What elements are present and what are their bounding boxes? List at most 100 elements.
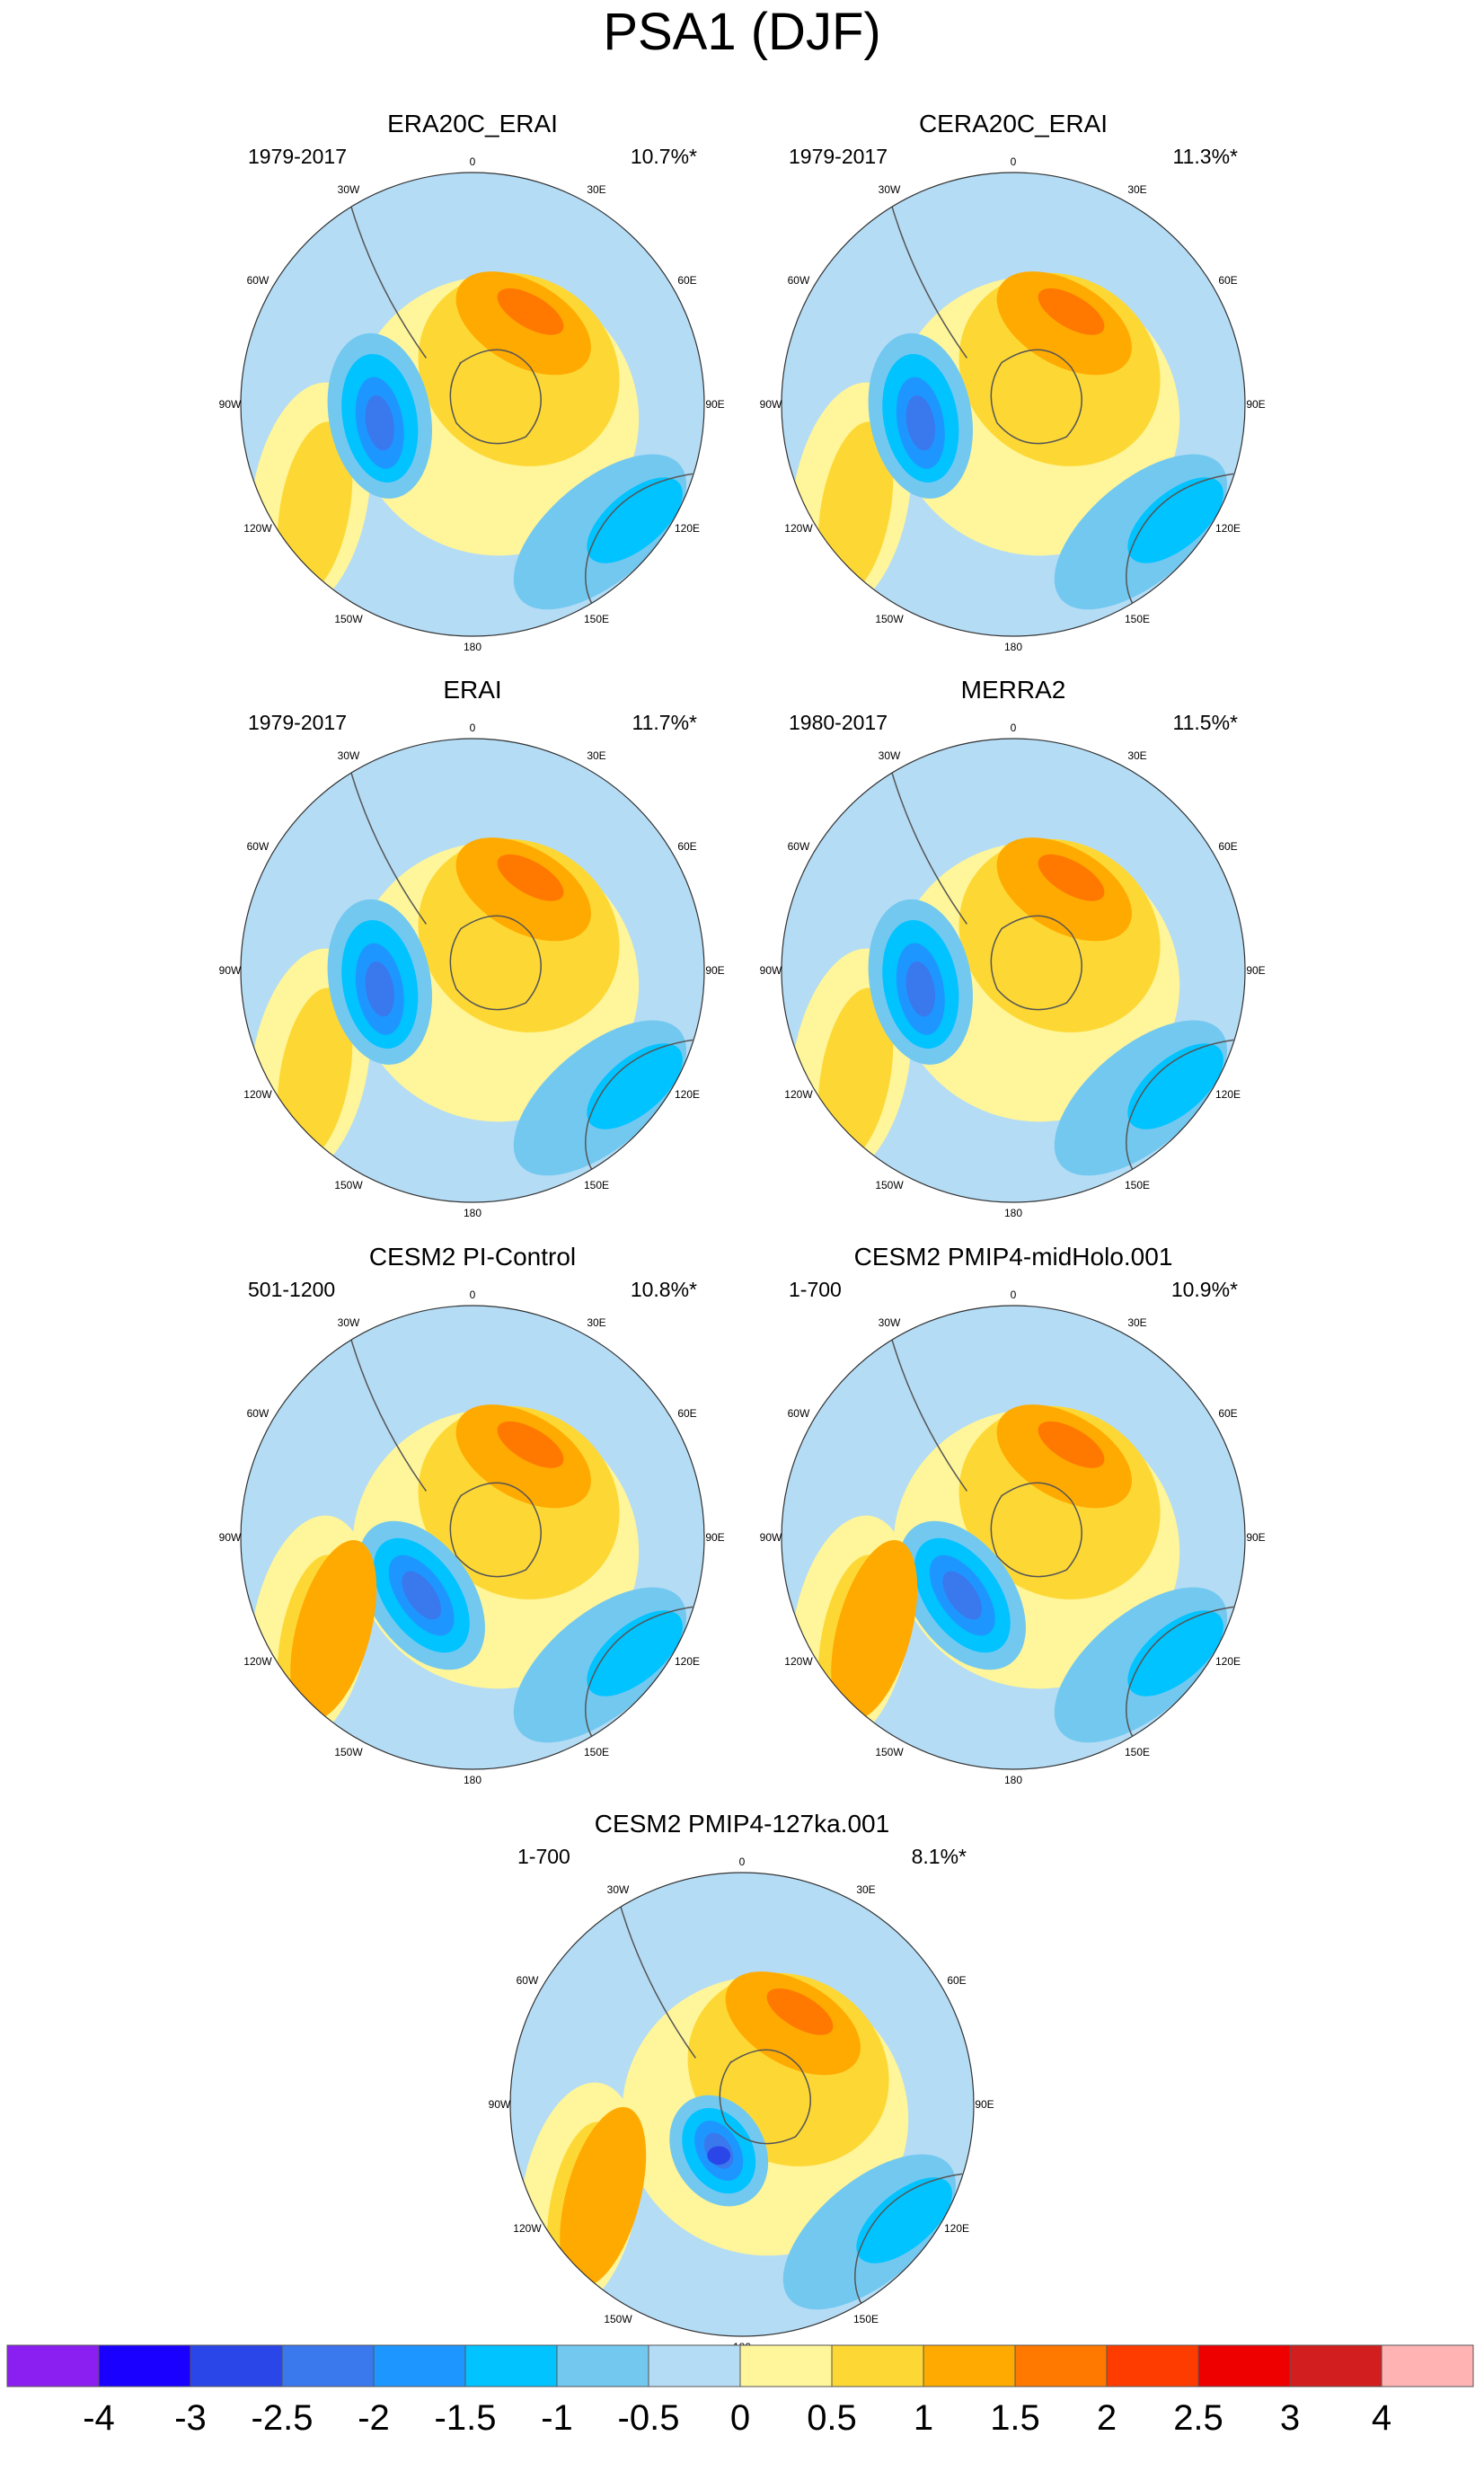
- panel-variance: 10.8%*: [631, 1278, 697, 1301]
- longitude-label: 180: [464, 641, 481, 653]
- longitude-label: 60E: [677, 274, 696, 287]
- panel-title: ERAI: [443, 676, 501, 704]
- panel-title: CERA20C_ERAI: [919, 110, 1108, 137]
- antarctica-outline: [990, 1482, 1082, 1578]
- longitude-label: 60E: [947, 1974, 966, 1987]
- longitude-label: 30W: [607, 1883, 630, 1896]
- contour-field: [782, 173, 1245, 636]
- panel-variance: 10.9%*: [1171, 1278, 1238, 1301]
- panel-period: 501-1200: [248, 1278, 335, 1301]
- longitude-label: 150W: [334, 1179, 363, 1191]
- longitude-label: 60W: [788, 840, 810, 853]
- longitude-label: 0: [470, 155, 476, 168]
- colorbar-swatch: [1106, 2344, 1199, 2387]
- longitude-label: 90E: [1246, 964, 1265, 977]
- longitude-label: 150W: [875, 613, 904, 625]
- contour-level: [277, 988, 353, 1162]
- panel-variance: 11.5%*: [1173, 711, 1239, 734]
- contour-level: [1038, 854, 1105, 901]
- panel-title: MERRA2: [961, 676, 1066, 704]
- colorbar-label: 3: [1280, 2398, 1300, 2438]
- map-frame: [240, 738, 705, 1203]
- map-panel: 0 30E 60E 90E 120E 150E 180 150W 120W 90W 60W 30W ME…: [760, 676, 1266, 1219]
- contour-level: [817, 988, 894, 1162]
- longitude-label: 30W: [879, 749, 901, 762]
- longitude-label: 30E: [1127, 1316, 1146, 1329]
- colorbar-swatch: [98, 2344, 191, 2387]
- longitude-label: 0: [470, 1289, 476, 1301]
- panel-title: CESM2 PMIP4-127ka.001: [595, 1810, 889, 1838]
- longitude-label: 90W: [489, 2098, 511, 2111]
- longitude-label: 120E: [675, 522, 700, 535]
- colorbar-label: -2.5: [252, 2398, 314, 2438]
- longitude-label: 60E: [677, 840, 696, 853]
- longitude-label: 30E: [1127, 183, 1146, 196]
- longitude-label: 150W: [604, 2313, 632, 2325]
- longitude-label: 0: [1011, 722, 1017, 734]
- colorbar-label: -0.5: [618, 2398, 680, 2438]
- map-panel: 0 30E 60E 90E 120E 150E 180 150W 120W 90W 60W 30W CE…: [760, 1243, 1266, 1786]
- contour-level: [402, 1571, 442, 1620]
- contour-level: [560, 2106, 647, 2288]
- longitude-label: 0: [739, 1856, 746, 1868]
- longitude-label: 180: [1004, 641, 1022, 653]
- panel-variance: 11.7%*: [632, 711, 698, 734]
- panel-period: 1-700: [789, 1278, 842, 1301]
- contour-level: [497, 288, 564, 335]
- longitude-label: 120W: [243, 1088, 272, 1101]
- colorbar-swatch: [464, 2344, 558, 2387]
- map-panel: 0 30E 60E 90E 120E 150E 180 150W 120W 90W 60W 30W CE…: [219, 1243, 725, 1786]
- panel-period: 1-700: [517, 1845, 570, 1868]
- longitude-label: 120E: [1215, 1088, 1241, 1101]
- contour-level: [1127, 477, 1223, 563]
- contour-level: [1127, 1043, 1223, 1129]
- panel-period: 1979-2017: [248, 711, 347, 734]
- longitude-label: 150W: [334, 1746, 363, 1758]
- map-panel: 0 30E 60E 90E 120E 150E 180 150W 120W 90W 60W 30W ER…: [219, 110, 725, 653]
- longitude-label: 150E: [584, 1179, 609, 1191]
- longitude-label: 30E: [587, 1316, 605, 1329]
- antarctica-outline: [449, 1482, 542, 1578]
- longitude-label: 120W: [784, 1088, 813, 1101]
- longitude-label: 60W: [517, 1974, 539, 1987]
- longitude-label: 150W: [334, 613, 363, 625]
- colorbar-label: 4: [1372, 2398, 1391, 2438]
- colorbar-swatch: [6, 2344, 100, 2387]
- longitude-label: 150W: [875, 1746, 904, 1758]
- panel-period: 1979-2017: [789, 145, 888, 168]
- contour-level: [497, 854, 564, 901]
- contour-field: [782, 739, 1245, 1202]
- colorbar-swatch: [281, 2344, 375, 2387]
- longitude-label: 30E: [1127, 749, 1146, 762]
- colorbar-swatch: [373, 2344, 466, 2387]
- longitude-label: 30E: [856, 1883, 875, 1896]
- longitude-label: 0: [1011, 1289, 1017, 1301]
- contour-level: [587, 1043, 683, 1129]
- contour-level: [290, 1539, 377, 1721]
- longitude-label: 90E: [705, 964, 724, 977]
- colorbar-swatch: [739, 2344, 833, 2387]
- antarctica-outline: [449, 915, 542, 1011]
- longitude-label: 90E: [975, 2098, 994, 2111]
- map-panels: 0 30E 60E 90E 120E 150E 180 150W 120W 90W 60W 30W ER…: [219, 110, 1266, 2353]
- contour-level: [817, 421, 894, 596]
- colorbar-label: 1: [914, 2398, 933, 2438]
- longitude-label: 180: [1004, 1774, 1022, 1786]
- longitude-label: 180: [464, 1774, 481, 1786]
- longitude-label: 0: [1011, 155, 1017, 168]
- longitude-label: 120E: [1215, 522, 1241, 535]
- longitude-label: 90E: [705, 398, 724, 411]
- panel-variance: 8.1%*: [912, 1845, 967, 1868]
- contour-level: [587, 477, 683, 563]
- longitude-label: 30W: [879, 1316, 901, 1329]
- longitude-label: 30W: [879, 183, 901, 196]
- panel-title: CESM2 PMIP4-midHolo.001: [854, 1243, 1173, 1271]
- longitude-label: 120W: [784, 1655, 813, 1668]
- longitude-label: 90W: [760, 398, 782, 411]
- panel-title: CESM2 PI-Control: [369, 1243, 576, 1271]
- map-frame: [240, 1305, 705, 1770]
- colorbar-swatch: [1289, 2344, 1382, 2387]
- contour-level: [365, 395, 394, 451]
- colorbar: -4 -3 -2.5 -2 -1.5 -1 -0.5 0 0.5 1 1.5 2 2.5 3 4: [6, 2344, 1474, 2438]
- longitude-label: 30W: [338, 1316, 360, 1329]
